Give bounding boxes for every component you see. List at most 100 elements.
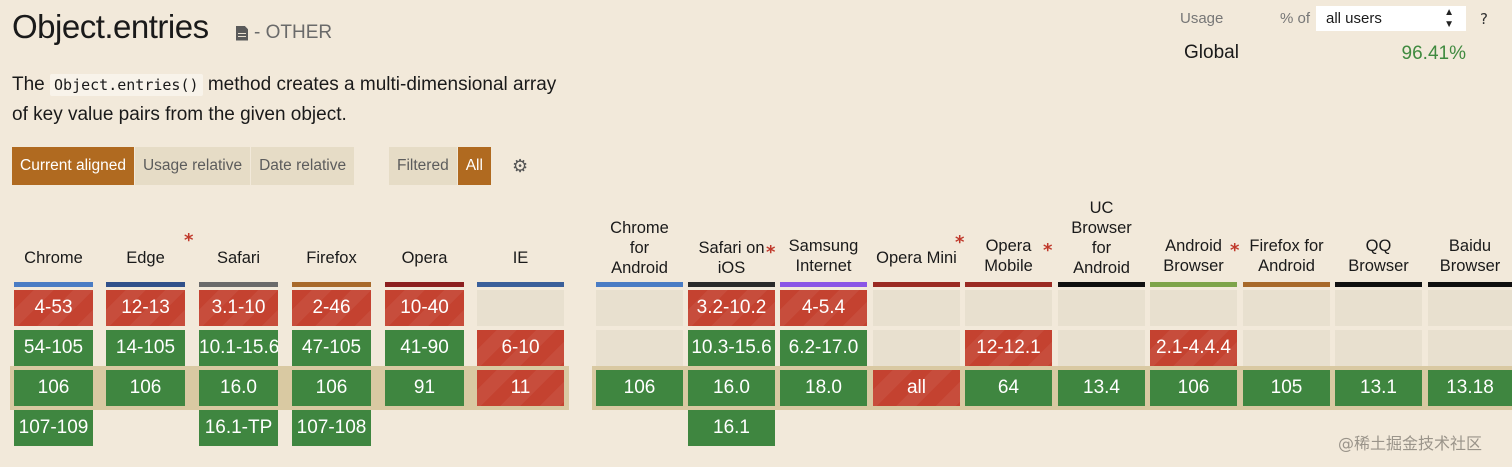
supported-version-cell[interactable]: 54-105 <box>14 330 93 366</box>
supported-version-cell[interactable]: 107-109 <box>14 410 93 446</box>
browser-color-bar <box>14 282 93 287</box>
supported-version-cell[interactable]: 106 <box>292 370 371 406</box>
supported-version-cell[interactable]: 106 <box>14 370 93 406</box>
browser-name[interactable]: Chrome for Android <box>610 219 669 277</box>
usage-relative-button[interactable]: Usage relative <box>134 147 252 185</box>
all-button[interactable]: All <box>457 147 492 185</box>
browser-name[interactable]: Firefox for Android <box>1249 237 1324 275</box>
browser-color-bar <box>1335 282 1422 287</box>
browser-column-firefox: Firefox 2-46 47-105 106 107-108 <box>292 0 371 467</box>
supported-version-cell[interactable]: 10.3-15.6 <box>688 330 775 366</box>
usage-scope-value: all users <box>1326 10 1382 27</box>
empty-version-cell <box>1058 330 1145 366</box>
browser-column-qq-browser: QQ Browser 13.1 <box>1335 0 1422 467</box>
note-asterisk-icon[interactable]: * <box>955 232 965 253</box>
browser-color-bar <box>1058 282 1145 287</box>
unsupported-version-cell[interactable]: all <box>873 370 960 406</box>
supported-version-cell[interactable]: 6.2-17.0 <box>780 330 867 366</box>
browser-color-bar <box>1243 282 1330 287</box>
browser-column-opera-mini: Opera Mini * all <box>873 0 964 467</box>
browser-name[interactable]: Opera Mini <box>876 249 957 267</box>
browser-name[interactable]: Baidu Browser <box>1439 237 1501 275</box>
browser-name[interactable]: Opera <box>401 249 448 267</box>
browser-name[interactable]: Opera Mobile <box>984 237 1033 275</box>
empty-version-cell <box>1335 290 1422 326</box>
browser-column-firefox-for-android: Firefox for Android 105 <box>1243 0 1330 467</box>
browser-name[interactable]: Edge <box>126 249 165 267</box>
help-link[interactable]: ? <box>1480 10 1488 28</box>
browser-name[interactable]: Samsung Internet <box>788 237 859 275</box>
browser-color-bar <box>965 282 1052 287</box>
browser-name[interactable]: Safari on iOS <box>698 239 765 277</box>
empty-version-cell <box>965 290 1052 326</box>
unsupported-version-cell[interactable]: 3.2-10.2 <box>688 290 775 326</box>
supported-version-cell[interactable]: 16.1 <box>688 410 775 446</box>
supported-version-cell[interactable]: 16.0 <box>199 370 278 406</box>
unsupported-version-cell[interactable]: 2-46 <box>292 290 371 326</box>
empty-version-cell <box>873 330 960 366</box>
browser-name[interactable]: Safari <box>216 249 261 267</box>
view-mode-toggle: Current aligned Usage relative Date rela… <box>12 147 356 185</box>
browser-column-android-browser: Android Browser * 2.1-4.4.4 106 <box>1150 0 1240 467</box>
supported-version-cell[interactable]: 16.0 <box>688 370 775 406</box>
description-code: Object.entries() <box>50 74 203 96</box>
supported-version-cell[interactable]: 18.0 <box>780 370 867 406</box>
document-icon[interactable] <box>236 25 248 41</box>
date-relative-button[interactable]: Date relative <box>251 147 356 185</box>
supported-version-cell[interactable]: 41-90 <box>385 330 464 366</box>
unsupported-version-cell[interactable]: 2.1-4.4.4 <box>1150 330 1237 366</box>
empty-version-cell <box>596 290 683 326</box>
note-asterisk-icon[interactable]: * <box>1043 240 1053 261</box>
feature-category: - OTHER <box>236 22 332 44</box>
supported-version-cell[interactable]: 47-105 <box>292 330 371 366</box>
supported-version-cell[interactable]: 10.1-15.6 <box>199 330 278 366</box>
browser-name[interactable]: Firefox <box>306 249 357 267</box>
unsupported-version-cell[interactable]: 3.1-10 <box>199 290 278 326</box>
supported-version-cell[interactable]: 13.4 <box>1058 370 1145 406</box>
browser-column-opera: Opera 10-40 41-90 91 <box>385 0 464 467</box>
supported-version-cell[interactable]: 64 <box>965 370 1052 406</box>
empty-version-cell <box>1058 290 1145 326</box>
supported-version-cell[interactable]: 105 <box>1243 370 1330 406</box>
browser-name[interactable]: UC Browser for Android <box>1071 199 1132 277</box>
note-asterisk-icon[interactable]: * <box>766 242 776 263</box>
supported-version-cell[interactable]: 14-105 <box>106 330 185 366</box>
supported-version-cell[interactable]: 91 <box>385 370 464 406</box>
note-asterisk-icon[interactable]: * <box>184 230 194 251</box>
supported-version-cell[interactable]: 13.1 <box>1335 370 1422 406</box>
browser-name[interactable]: IE <box>512 249 529 267</box>
empty-version-cell <box>1150 290 1237 326</box>
note-asterisk-icon[interactable]: * <box>1230 240 1240 261</box>
unsupported-version-cell[interactable]: 11 <box>477 370 564 406</box>
browser-column-uc-browser-for-android: UC Browser for Android 13.4 <box>1058 0 1145 467</box>
browser-color-bar <box>1428 282 1512 287</box>
browser-name[interactable]: QQ Browser <box>1348 237 1409 275</box>
browser-column-samsung-internet: Samsung Internet 4-5.4 6.2-17.0 18.0 <box>780 0 867 467</box>
filtered-button[interactable]: Filtered <box>389 147 458 185</box>
browser-color-bar <box>780 282 867 287</box>
supported-version-cell[interactable]: 13.18 <box>1428 370 1512 406</box>
supported-version-cell[interactable]: 106 <box>596 370 683 406</box>
unsupported-version-cell[interactable]: 10-40 <box>385 290 464 326</box>
unsupported-version-cell[interactable]: 12-13 <box>106 290 185 326</box>
supported-version-cell[interactable]: 106 <box>1150 370 1237 406</box>
supported-version-cell[interactable]: 16.1-TP <box>199 410 278 446</box>
current-aligned-button[interactable]: Current aligned <box>12 147 135 185</box>
unsupported-version-cell[interactable]: 4-5.4 <box>780 290 867 326</box>
browser-color-bar <box>596 282 683 287</box>
category-label: - OTHER <box>254 22 333 43</box>
browser-column-opera-mobile: Opera Mobile * 12-12.1 64 <box>965 0 1052 467</box>
usage-scope-select[interactable]: all users ▲ ▼ <box>1316 6 1466 31</box>
unsupported-version-cell[interactable]: 6-10 <box>477 330 564 366</box>
feature-description: The Object.entries() method creates a mu… <box>12 70 572 130</box>
browser-name[interactable]: Chrome <box>24 249 83 267</box>
unsupported-version-cell[interactable]: 4-53 <box>14 290 93 326</box>
empty-version-cell <box>1243 330 1330 366</box>
unsupported-version-cell[interactable]: 12-12.1 <box>965 330 1052 366</box>
browser-name[interactable]: Android Browser <box>1163 237 1224 275</box>
gear-icon[interactable]: ⚙ <box>512 156 529 177</box>
percent-of-label: % of <box>1280 10 1311 27</box>
supported-version-cell[interactable]: 107-108 <box>292 410 371 446</box>
browser-color-bar <box>688 282 775 287</box>
supported-version-cell[interactable]: 106 <box>106 370 185 406</box>
